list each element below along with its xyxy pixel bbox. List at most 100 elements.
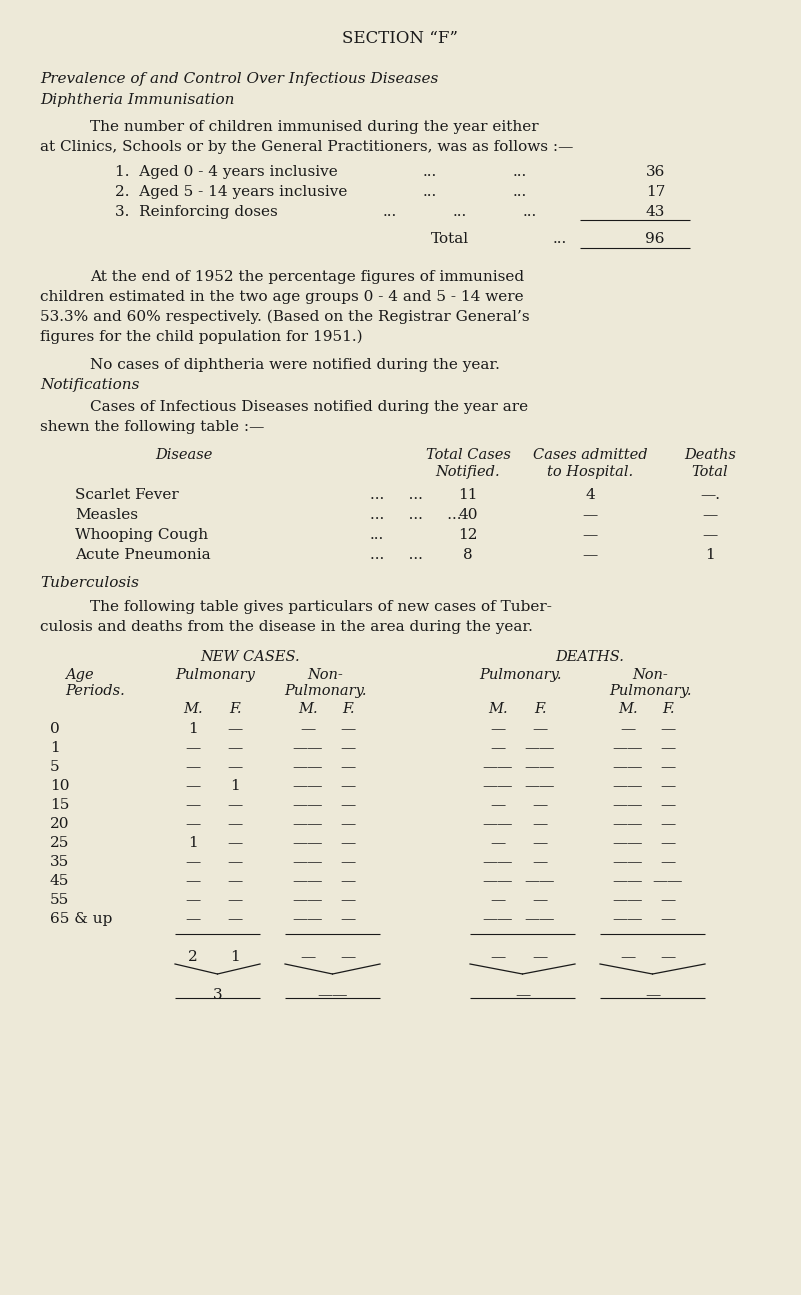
Text: —: — xyxy=(490,894,505,906)
Text: ...: ... xyxy=(423,164,437,179)
Text: 45: 45 xyxy=(50,874,70,888)
Text: —: — xyxy=(185,760,200,774)
Text: M.: M. xyxy=(488,702,508,716)
Text: ——: —— xyxy=(613,894,643,906)
Text: ——: —— xyxy=(613,837,643,850)
Text: 15: 15 xyxy=(50,798,70,812)
Text: ——: —— xyxy=(292,894,324,906)
Text: ——: —— xyxy=(292,741,324,755)
Text: ——: —— xyxy=(613,855,643,869)
Text: to Hospital.: to Hospital. xyxy=(547,465,633,479)
Text: M.: M. xyxy=(183,702,203,716)
Text: ...: ... xyxy=(453,205,467,219)
Text: 53.3% and 60% respectively. (Based on the Registrar General’s: 53.3% and 60% respectively. (Based on th… xyxy=(40,310,529,324)
Text: —: — xyxy=(185,855,200,869)
Text: ——: —— xyxy=(613,817,643,831)
Text: ——: —— xyxy=(292,780,324,793)
Text: F.: F. xyxy=(662,702,674,716)
Text: —: — xyxy=(227,760,243,774)
Text: 5: 5 xyxy=(50,760,59,774)
Text: ...: ... xyxy=(370,528,384,543)
Text: —: — xyxy=(660,780,675,793)
Text: ...: ... xyxy=(383,205,397,219)
Text: —: — xyxy=(185,798,200,812)
Text: 1: 1 xyxy=(230,951,239,963)
Text: —: — xyxy=(227,741,243,755)
Text: Deaths: Deaths xyxy=(684,448,736,462)
Text: —: — xyxy=(340,760,356,774)
Text: —: — xyxy=(533,855,548,869)
Text: DEATHS.: DEATHS. xyxy=(556,650,625,664)
Text: —: — xyxy=(227,912,243,926)
Text: —: — xyxy=(227,874,243,888)
Text: Scarlet Fever: Scarlet Fever xyxy=(75,488,179,502)
Text: M.: M. xyxy=(618,702,638,716)
Text: —: — xyxy=(490,741,505,755)
Text: 10: 10 xyxy=(50,780,70,793)
Text: 0: 0 xyxy=(50,723,60,736)
Text: —: — xyxy=(621,723,636,736)
Text: —: — xyxy=(340,780,356,793)
Text: —: — xyxy=(300,951,316,963)
Text: —: — xyxy=(533,723,548,736)
Text: —: — xyxy=(300,723,316,736)
Text: —: — xyxy=(660,912,675,926)
Text: —: — xyxy=(660,760,675,774)
Text: —: — xyxy=(340,798,356,812)
Text: SECTION “F”: SECTION “F” xyxy=(342,30,458,47)
Text: 1: 1 xyxy=(705,548,714,562)
Text: —: — xyxy=(533,951,548,963)
Text: 8: 8 xyxy=(463,548,473,562)
Text: Age: Age xyxy=(65,668,94,682)
Text: Prevalence of and Control Over Infectious Diseases: Prevalence of and Control Over Infectiou… xyxy=(40,73,438,85)
Text: —: — xyxy=(227,817,243,831)
Text: —: — xyxy=(227,894,243,906)
Text: ——: —— xyxy=(483,855,513,869)
Text: No cases of diphtheria were notified during the year.: No cases of diphtheria were notified dur… xyxy=(90,357,500,372)
Text: F.: F. xyxy=(229,702,241,716)
Text: —: — xyxy=(660,894,675,906)
Text: ——: —— xyxy=(317,988,348,1002)
Text: —: — xyxy=(582,528,598,543)
Text: Disease: Disease xyxy=(155,448,212,462)
Text: ——: —— xyxy=(483,912,513,926)
Text: —: — xyxy=(660,855,675,869)
Text: ——: —— xyxy=(525,760,555,774)
Text: —: — xyxy=(340,741,356,755)
Text: ——: —— xyxy=(525,780,555,793)
Text: —: — xyxy=(621,951,636,963)
Text: 35: 35 xyxy=(50,855,69,869)
Text: —: — xyxy=(490,951,505,963)
Text: ——: —— xyxy=(653,874,683,888)
Text: Whooping Cough: Whooping Cough xyxy=(75,528,208,543)
Text: Notifications: Notifications xyxy=(40,378,139,392)
Text: —: — xyxy=(515,988,530,1002)
Text: ——: —— xyxy=(483,874,513,888)
Text: Pulmonary: Pulmonary xyxy=(175,668,255,682)
Text: Non-: Non- xyxy=(307,668,343,682)
Text: —: — xyxy=(185,780,200,793)
Text: ——: —— xyxy=(292,837,324,850)
Text: 3.  Reinforcing doses: 3. Reinforcing doses xyxy=(115,205,278,219)
Text: ...: ... xyxy=(523,205,537,219)
Text: Acute Pneumonia: Acute Pneumonia xyxy=(75,548,211,562)
Text: 36: 36 xyxy=(646,164,665,179)
Text: at Clinics, Schools or by the General Practitioners, was as follows :—: at Clinics, Schools or by the General Pr… xyxy=(40,140,574,154)
Text: —: — xyxy=(582,508,598,522)
Text: —: — xyxy=(185,912,200,926)
Text: ...     ...     ...: ... ... ... xyxy=(370,508,461,522)
Text: 96: 96 xyxy=(646,232,665,246)
Text: 17: 17 xyxy=(646,185,665,199)
Text: Non-: Non- xyxy=(632,668,668,682)
Text: —: — xyxy=(533,837,548,850)
Text: 40: 40 xyxy=(458,508,477,522)
Text: ...: ... xyxy=(513,185,527,199)
Text: ——: —— xyxy=(292,817,324,831)
Text: —: — xyxy=(185,741,200,755)
Text: —: — xyxy=(660,817,675,831)
Text: Total: Total xyxy=(431,232,469,246)
Text: —: — xyxy=(340,874,356,888)
Text: Diphtheria Immunisation: Diphtheria Immunisation xyxy=(40,93,235,107)
Text: ...: ... xyxy=(423,185,437,199)
Text: ——: —— xyxy=(292,760,324,774)
